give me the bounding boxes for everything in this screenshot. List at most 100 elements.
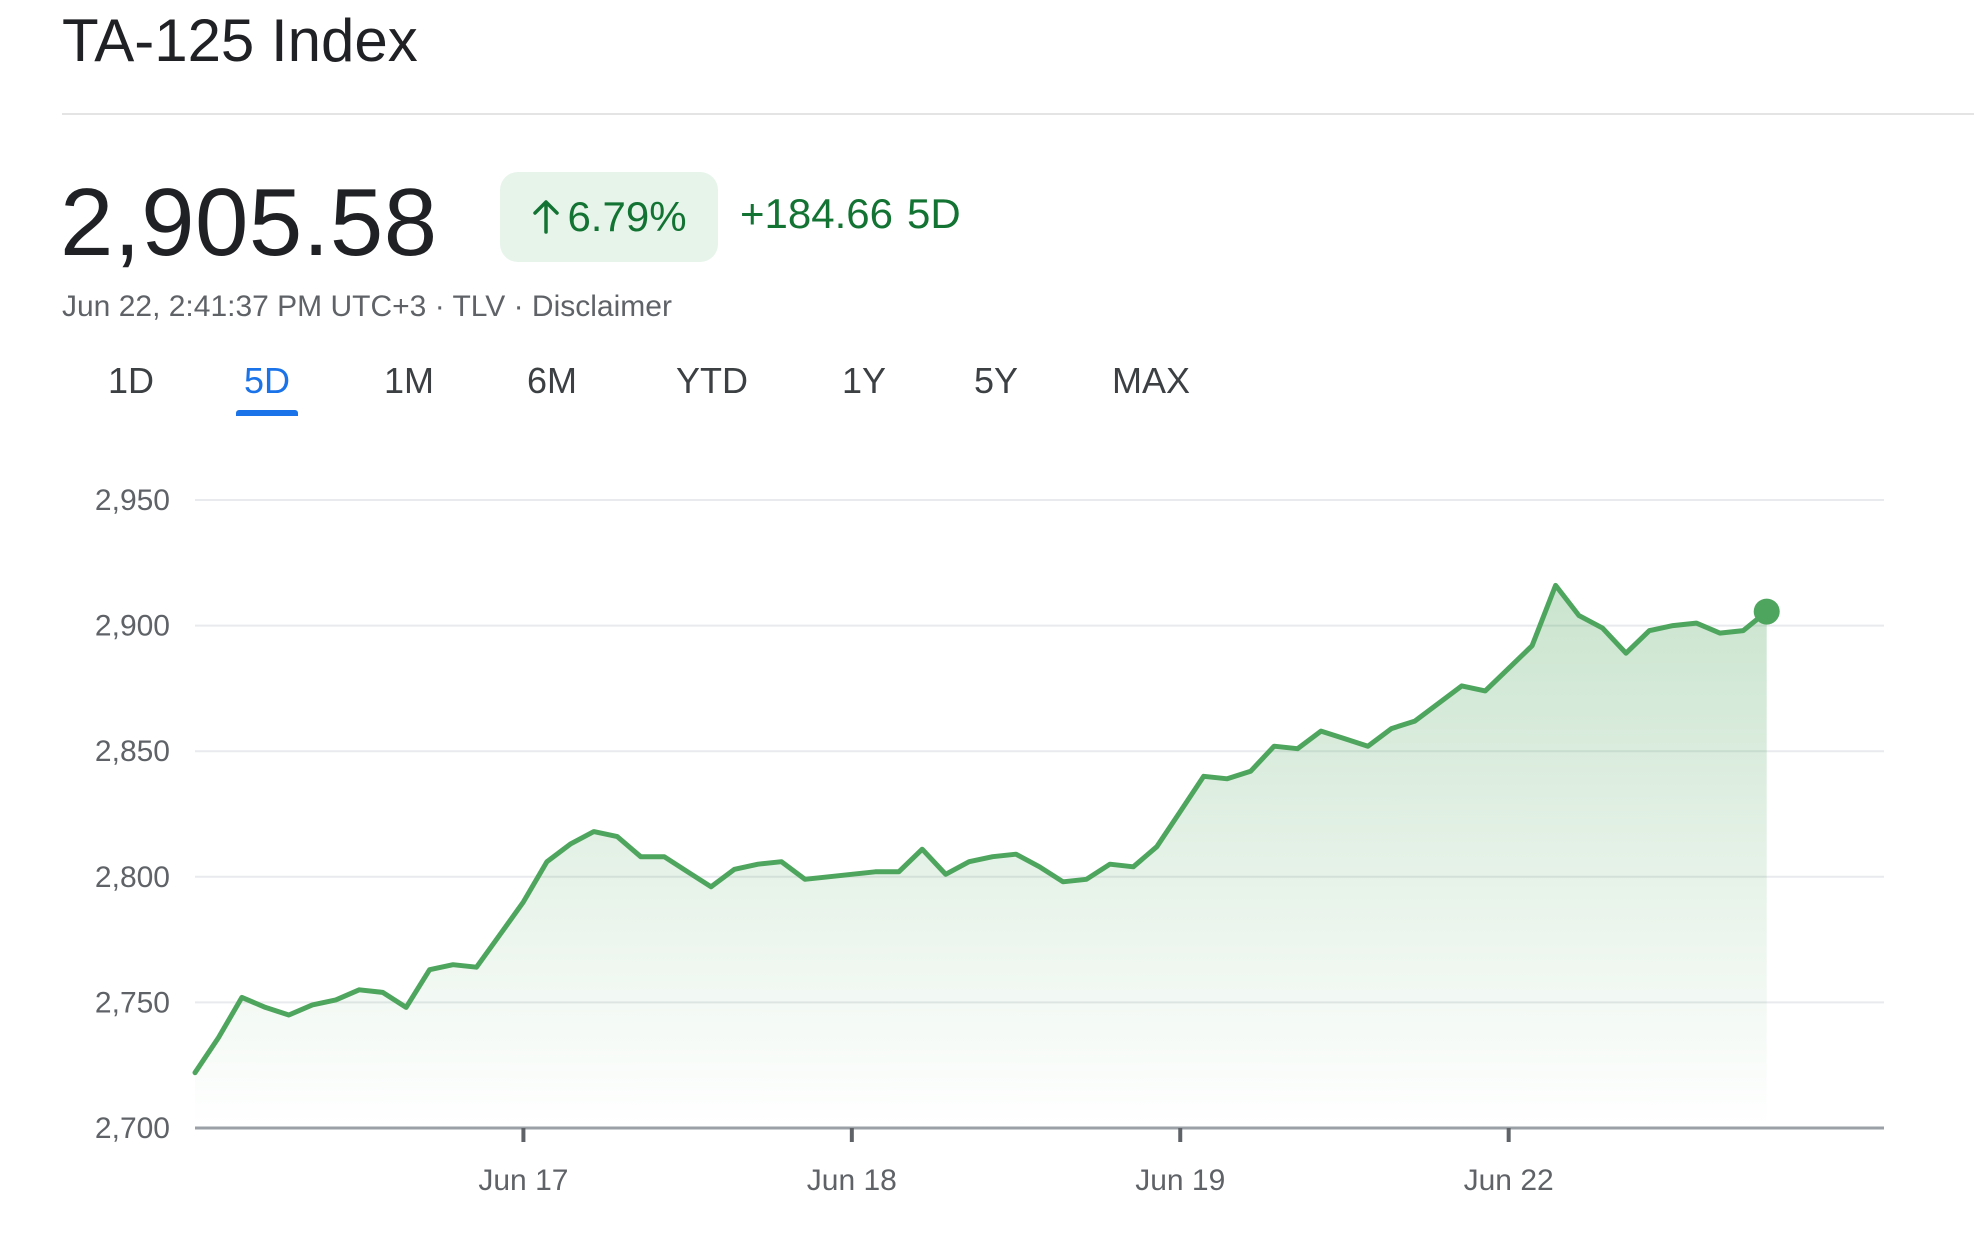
data-point[interactable]	[919, 846, 925, 852]
data-point[interactable]	[943, 871, 949, 877]
data-point[interactable]	[990, 854, 996, 860]
data-point[interactable]	[802, 876, 808, 882]
data-point[interactable]	[520, 899, 526, 905]
data-point[interactable]	[778, 859, 784, 865]
y-tick-label: 2,900	[95, 610, 170, 643]
tab-5d[interactable]: 5D	[236, 360, 299, 416]
data-point[interactable]	[1154, 844, 1160, 850]
tab-label: 5Y	[974, 360, 1019, 401]
data-point[interactable]	[1318, 728, 1324, 734]
data-point[interactable]	[896, 869, 902, 875]
data-point[interactable]	[427, 967, 433, 973]
data-point[interactable]	[1248, 768, 1254, 774]
data-point[interactable]	[638, 854, 644, 860]
change-period: 5D	[907, 190, 961, 237]
data-point[interactable]	[1506, 665, 1512, 671]
tab-5y[interactable]: 5Y	[974, 360, 1018, 402]
absolute-change: +184.66 5D	[740, 190, 961, 238]
data-point[interactable]	[732, 866, 738, 872]
tab-6m[interactable]: 6M	[527, 360, 577, 402]
tab-ytd[interactable]: YTD	[676, 360, 748, 402]
data-point[interactable]	[825, 874, 831, 880]
data-point[interactable]	[403, 1004, 409, 1010]
data-point[interactable]	[1646, 628, 1652, 634]
data-point[interactable]	[262, 1004, 268, 1010]
y-tick-label: 2,700	[95, 1112, 170, 1145]
data-point[interactable]	[1553, 582, 1559, 588]
data-point[interactable]	[380, 989, 386, 995]
data-point[interactable]	[1107, 861, 1113, 867]
data-point[interactable]	[1201, 773, 1207, 779]
data-point[interactable]	[966, 859, 972, 865]
data-point[interactable]	[215, 1035, 221, 1041]
percent-change-badge: 6.79%	[500, 172, 718, 262]
tab-max[interactable]: MAX	[1112, 360, 1190, 402]
data-point[interactable]	[1388, 726, 1394, 732]
y-tick-label: 2,800	[95, 861, 170, 894]
data-point[interactable]	[1013, 851, 1019, 857]
data-point[interactable]	[544, 859, 550, 865]
price-chart[interactable]: 2,700 2,750 2,800 2,850 2,900 2,950 Jun 17 Jun …	[0, 460, 1974, 1244]
data-point[interactable]	[309, 1002, 315, 1008]
data-point[interactable]	[661, 854, 667, 860]
tab-1y[interactable]: 1Y	[842, 360, 886, 402]
data-point[interactable]	[286, 1012, 292, 1018]
data-point[interactable]	[591, 829, 597, 835]
data-point[interactable]	[1271, 743, 1277, 749]
data-point[interactable]	[1224, 776, 1230, 782]
data-point[interactable]	[1459, 683, 1465, 689]
data-point[interactable]	[614, 834, 620, 840]
tab-1d[interactable]: 1D	[108, 360, 154, 402]
data-point[interactable]	[239, 994, 245, 1000]
data-point[interactable]	[1295, 746, 1301, 752]
arrow-up-icon	[533, 200, 560, 234]
percent-change-value: 6.79%	[567, 193, 687, 240]
timestamp-exchange-disclaimer[interactable]: Jun 22, 2:41:37 PM UTC+3 · TLV · Disclai…	[62, 290, 672, 323]
data-point[interactable]	[1740, 628, 1746, 634]
data-point[interactable]	[450, 962, 456, 968]
data-point[interactable]	[1341, 736, 1347, 742]
tab-label: MAX	[1112, 360, 1191, 401]
data-point[interactable]	[333, 997, 339, 1003]
data-point[interactable]	[192, 1070, 198, 1076]
data-point[interactable]	[1177, 808, 1183, 814]
data-point[interactable]	[1576, 613, 1582, 619]
data-point[interactable]	[1693, 620, 1699, 626]
data-point[interactable]	[1717, 630, 1723, 636]
tab-label: 1Y	[842, 360, 887, 401]
data-point[interactable]	[685, 869, 691, 875]
data-point[interactable]	[1130, 864, 1136, 870]
data-point[interactable]	[1060, 879, 1066, 885]
data-point[interactable]	[872, 869, 878, 875]
x-tick-label: Jun 19	[1135, 1164, 1225, 1197]
data-point[interactable]	[497, 932, 503, 938]
data-point[interactable]	[849, 871, 855, 877]
data-point[interactable]	[474, 964, 480, 970]
data-point[interactable]	[1600, 625, 1606, 631]
data-point[interactable]	[1083, 876, 1089, 882]
data-point[interactable]	[755, 861, 761, 867]
current-value-dot	[1753, 598, 1780, 625]
header-divider	[62, 113, 1974, 115]
tab-1m[interactable]: 1M	[384, 360, 434, 402]
current-price: 2,905.58	[60, 169, 438, 276]
y-tick-label: 2,750	[95, 986, 170, 1019]
data-point[interactable]	[708, 884, 714, 890]
data-point[interactable]	[1482, 688, 1488, 694]
data-point[interactable]	[1670, 623, 1676, 629]
y-tick-label: 2,850	[95, 735, 170, 768]
range-tabs: 1D 5D 1M 6M YTD 1Y 5Y MAX	[0, 360, 1300, 420]
tab-label: 1D	[108, 360, 155, 401]
page-title: TA-125 Index	[62, 7, 418, 74]
data-point[interactable]	[1623, 650, 1629, 656]
data-point[interactable]	[1037, 864, 1043, 870]
data-point[interactable]	[567, 841, 573, 847]
data-point[interactable]	[1435, 700, 1441, 706]
data-point[interactable]	[1412, 718, 1418, 724]
data-point[interactable]	[1529, 643, 1535, 649]
price-line	[192, 582, 1770, 1076]
data-point[interactable]	[356, 987, 362, 993]
data-point[interactable]	[1365, 743, 1371, 749]
tab-label: YTD	[676, 360, 748, 401]
tab-label: 6M	[527, 360, 578, 401]
